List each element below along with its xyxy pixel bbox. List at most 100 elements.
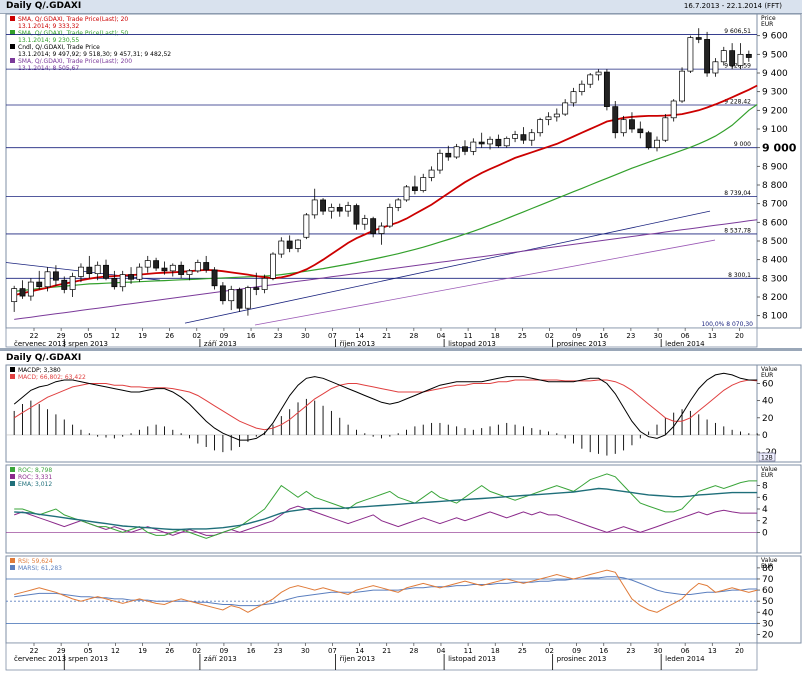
candle-body (570, 91, 577, 104)
x-month-label: říjen 2013 (340, 655, 376, 663)
candle-body (336, 207, 343, 212)
candle-body (61, 279, 68, 290)
marsi-line (14, 576, 758, 607)
candle-body (144, 260, 151, 268)
trendline (184, 210, 711, 324)
y-tick-label: 30 (762, 619, 774, 629)
candle-body (86, 266, 93, 275)
roc-secondary-line (14, 505, 758, 536)
legend-swatch (10, 558, 15, 563)
x-tick-label: 30 (301, 332, 310, 340)
candle-body (19, 288, 26, 297)
y-tick-label: 8 300 (762, 274, 788, 284)
y-tick-label: 60 (762, 379, 774, 389)
legend-swatch (10, 481, 15, 486)
y-tick-label: 4 (762, 505, 768, 515)
y-tick-label: 8 800 (762, 181, 788, 191)
x-month-label: září 2013 (204, 340, 237, 348)
candle-body (603, 71, 610, 107)
legend-entry: SMA, Q/.GDAXI, Trade Price(Last); 50 (18, 30, 128, 37)
candle-body (303, 214, 310, 238)
x-tick-label: 16 (247, 647, 256, 655)
x-tick-label: 19 (138, 647, 147, 655)
legend-entry: MACDP; 3,380 (18, 367, 61, 374)
y-tick-label: 9 400 (762, 69, 788, 79)
candle-body (437, 152, 443, 171)
x-tick-label: 26 (165, 332, 174, 340)
legend-swatch (10, 16, 15, 21)
candle-body (503, 137, 510, 147)
y-tick-label: 20 (762, 630, 774, 640)
badge-label: 12B (761, 455, 773, 462)
fibonacci-level-label: 8 300,1 (728, 272, 751, 279)
candle-body (553, 113, 560, 118)
candle-body (562, 102, 569, 115)
x-tick-label: 21 (382, 647, 391, 655)
legend-swatch (10, 565, 15, 570)
x-tick-label: 09 (219, 647, 228, 655)
x-month-label: srpen 2013 (68, 655, 108, 663)
x-tick-label: 04 (437, 647, 446, 655)
candle-body (612, 106, 619, 134)
candle-body (128, 274, 134, 280)
x-tick-label: 09 (572, 332, 581, 340)
x-tick-label: 11 (464, 647, 473, 655)
y-tick-label: 8 (762, 482, 768, 492)
y-tick-label: 40 (762, 397, 774, 407)
y-tick-label: 9 600 (762, 32, 788, 42)
y-tick-label: 8 100 (762, 312, 788, 322)
candle-body (52, 271, 59, 281)
fibonacci-level-label: 8 537,78 (724, 227, 751, 234)
candle-body (637, 128, 644, 134)
y-tick-label: 9 300 (762, 88, 788, 98)
x-month-label: srpen 2013 (68, 340, 108, 348)
x-tick-label: 09 (572, 647, 581, 655)
x-tick-label: 12 (111, 332, 120, 340)
y-axis-panel-macd (756, 364, 802, 463)
candle-body (44, 271, 51, 288)
y-tick-label: 8 900 (762, 162, 788, 172)
candle-body (395, 199, 402, 208)
fibonacci-level-label: 9 420,59 (724, 63, 751, 70)
x-month-label: listopad 2013 (448, 655, 496, 663)
candle-body (178, 264, 185, 275)
x-tick-label: 29 (57, 647, 66, 655)
candle-body (186, 270, 193, 275)
y-tick-label: 9 100 (762, 125, 788, 135)
x-month-label: říjen 2013 (340, 340, 376, 348)
x-tick-label: 05 (84, 332, 93, 340)
candle-body (520, 134, 527, 141)
candle-body (428, 169, 435, 178)
candle-body (629, 119, 635, 130)
candle-body (737, 53, 744, 66)
candle-body (236, 289, 243, 309)
x-tick-label: 09 (219, 332, 228, 340)
candle-body (654, 139, 660, 149)
candle-body (670, 100, 677, 119)
x-tick-label: 02 (545, 647, 554, 655)
x-month-label: prosinec 2013 (557, 655, 607, 663)
candle-body (712, 61, 719, 74)
x-tick-label: 16 (599, 647, 608, 655)
x-tick-label: 18 (491, 647, 500, 655)
fibonacci-level-label: 9 606,51 (724, 28, 751, 35)
x-tick-label: 28 (409, 332, 418, 340)
candle-body (228, 289, 235, 302)
y-unit-label: EUR (761, 563, 773, 570)
candle-body (403, 186, 410, 201)
legend-swatch (10, 374, 15, 379)
y-unit-label: Price (761, 15, 776, 22)
x-tick-label: 02 (192, 332, 201, 340)
x-tick-label: 02 (192, 647, 201, 655)
legend-swatch (10, 467, 15, 472)
legend-swatch (10, 367, 15, 372)
fibonacci-level-label: 8 739,04 (724, 190, 751, 197)
plot-area-roc (5, 464, 758, 554)
y-axis-panel-rsi (756, 555, 802, 644)
x-tick-label: 04 (437, 332, 446, 340)
x-tick-label: 07 (328, 647, 337, 655)
y-tick-label: 8 700 (762, 200, 788, 210)
candle-body (194, 262, 201, 272)
